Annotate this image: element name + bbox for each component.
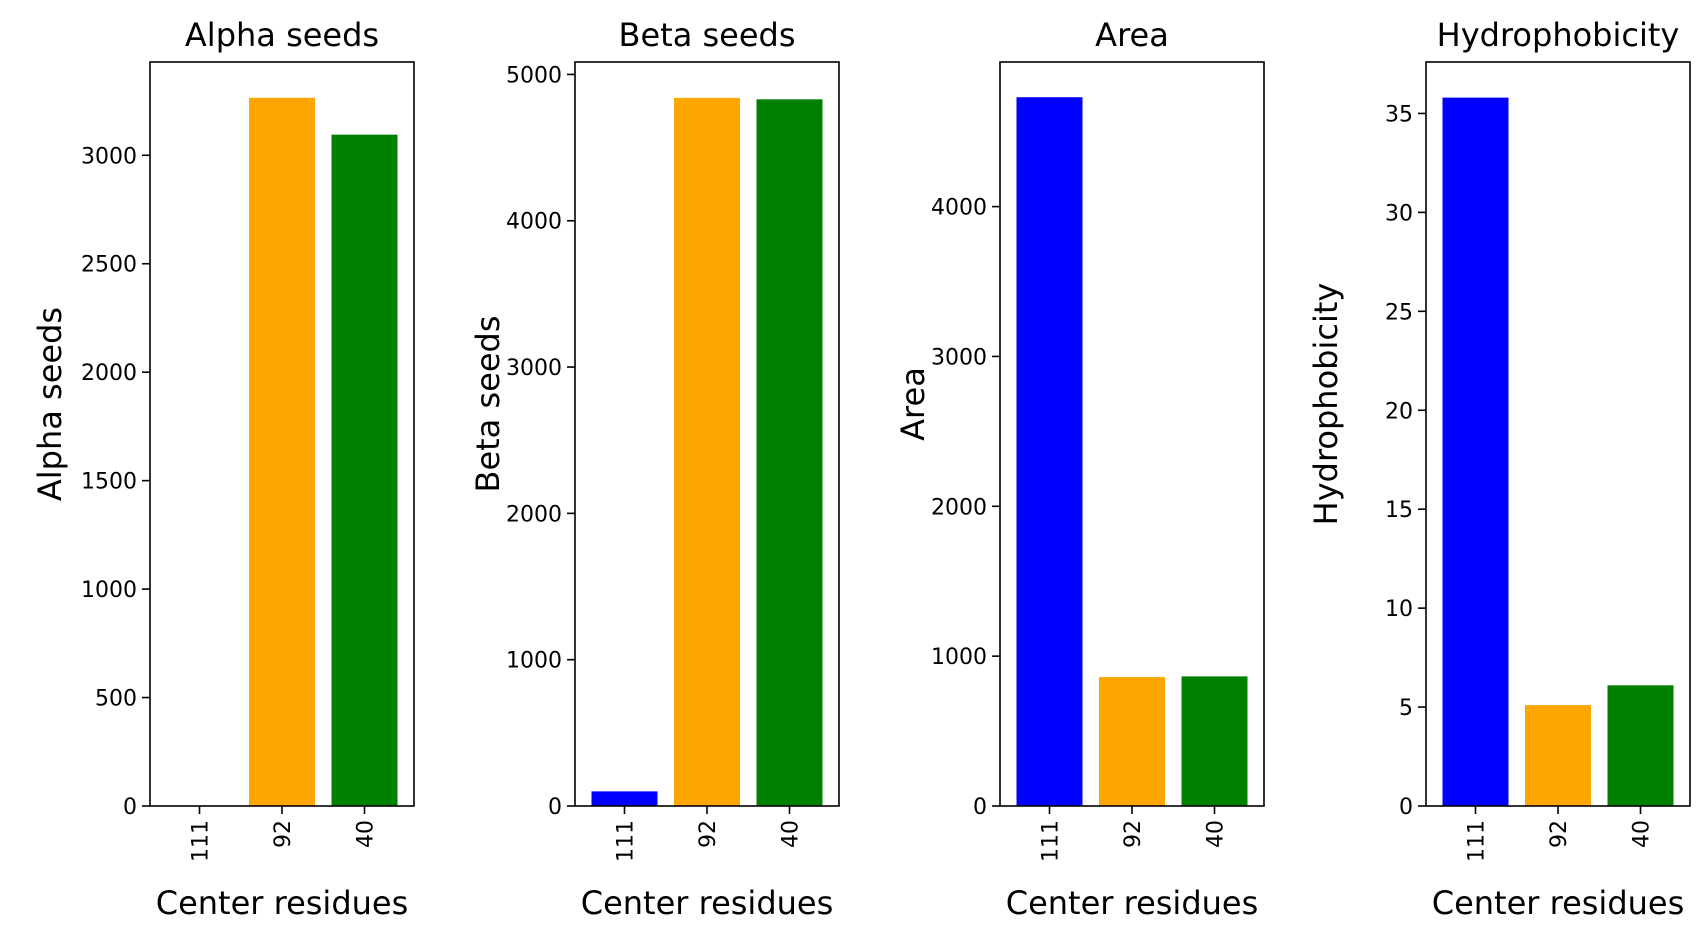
x-tick-label: 111 [189,820,214,862]
bar-40 [331,134,398,806]
y-tick-label: 0 [123,795,137,820]
bar-92 [249,97,315,807]
y-tick-label: 3000 [506,356,562,381]
y-tick-label: 3000 [931,345,987,370]
bar-111 [1016,97,1083,806]
y-tick-label: 25 [1385,300,1413,325]
y-axis-label: Hydrophobicity [1307,283,1345,526]
bar-92 [1525,705,1591,806]
y-axis-label: Alpha seeds [31,307,69,501]
y-tick-label: 3000 [81,144,137,169]
x-tick-label: 40 [1204,820,1229,848]
y-tick-label: 1000 [931,645,987,670]
x-tick-label: 111 [614,820,639,862]
y-tick-label: 1000 [506,649,562,674]
panel-title: Beta seeds [619,16,796,54]
panel-title: Area [1095,16,1169,54]
y-tick-label: 35 [1385,102,1413,127]
bar-111 [1442,97,1509,807]
y-tick-label: 0 [973,795,987,820]
y-axis-label: Beta seeds [469,316,507,493]
bar-111 [591,791,658,806]
bar-40 [756,99,823,806]
y-tick-label: 0 [1399,795,1413,820]
y-tick-label: 10 [1385,597,1413,622]
y-tick-label: 1500 [81,470,137,495]
x-tick-label: 92 [1121,820,1146,848]
y-tick-label: 5 [1399,696,1413,721]
y-tick-label: 0 [548,795,562,820]
x-tick-label: 92 [271,820,296,848]
x-axis-label: Center residues [156,884,409,922]
y-tick-label: 500 [95,687,137,712]
y-tick-label: 2000 [81,361,137,386]
x-tick-label: 92 [1547,820,1572,848]
y-tick-label: 2500 [81,253,137,278]
y-axis-label: Area [894,367,932,441]
y-tick-label: 4000 [931,196,987,221]
bar-92 [1099,677,1165,806]
y-tick-label: 15 [1385,498,1413,523]
bar-40 [1607,685,1674,806]
y-tick-label: 30 [1385,201,1413,226]
bar-92 [674,97,740,807]
x-tick-label: 111 [1039,820,1064,862]
bar-40 [1181,676,1248,806]
y-tick-label: 5000 [506,63,562,88]
x-tick-label: 92 [696,820,721,848]
y-tick-label: 20 [1385,399,1413,424]
y-tick-label: 4000 [506,210,562,235]
y-tick-label: 2000 [931,495,987,520]
x-tick-label: 40 [779,820,804,848]
y-tick-label: 2000 [506,502,562,527]
x-axis-label: Center residues [581,884,834,922]
panel-title: Hydrophobicity [1437,16,1680,54]
x-tick-label: 40 [354,820,379,848]
y-tick-label: 1000 [81,578,137,603]
panel-title: Alpha seeds [185,16,379,54]
x-tick-label: 40 [1630,820,1655,848]
x-axis-label: Center residues [1006,884,1259,922]
x-axis-label: Center residues [1432,884,1685,922]
x-tick-label: 111 [1465,820,1490,862]
